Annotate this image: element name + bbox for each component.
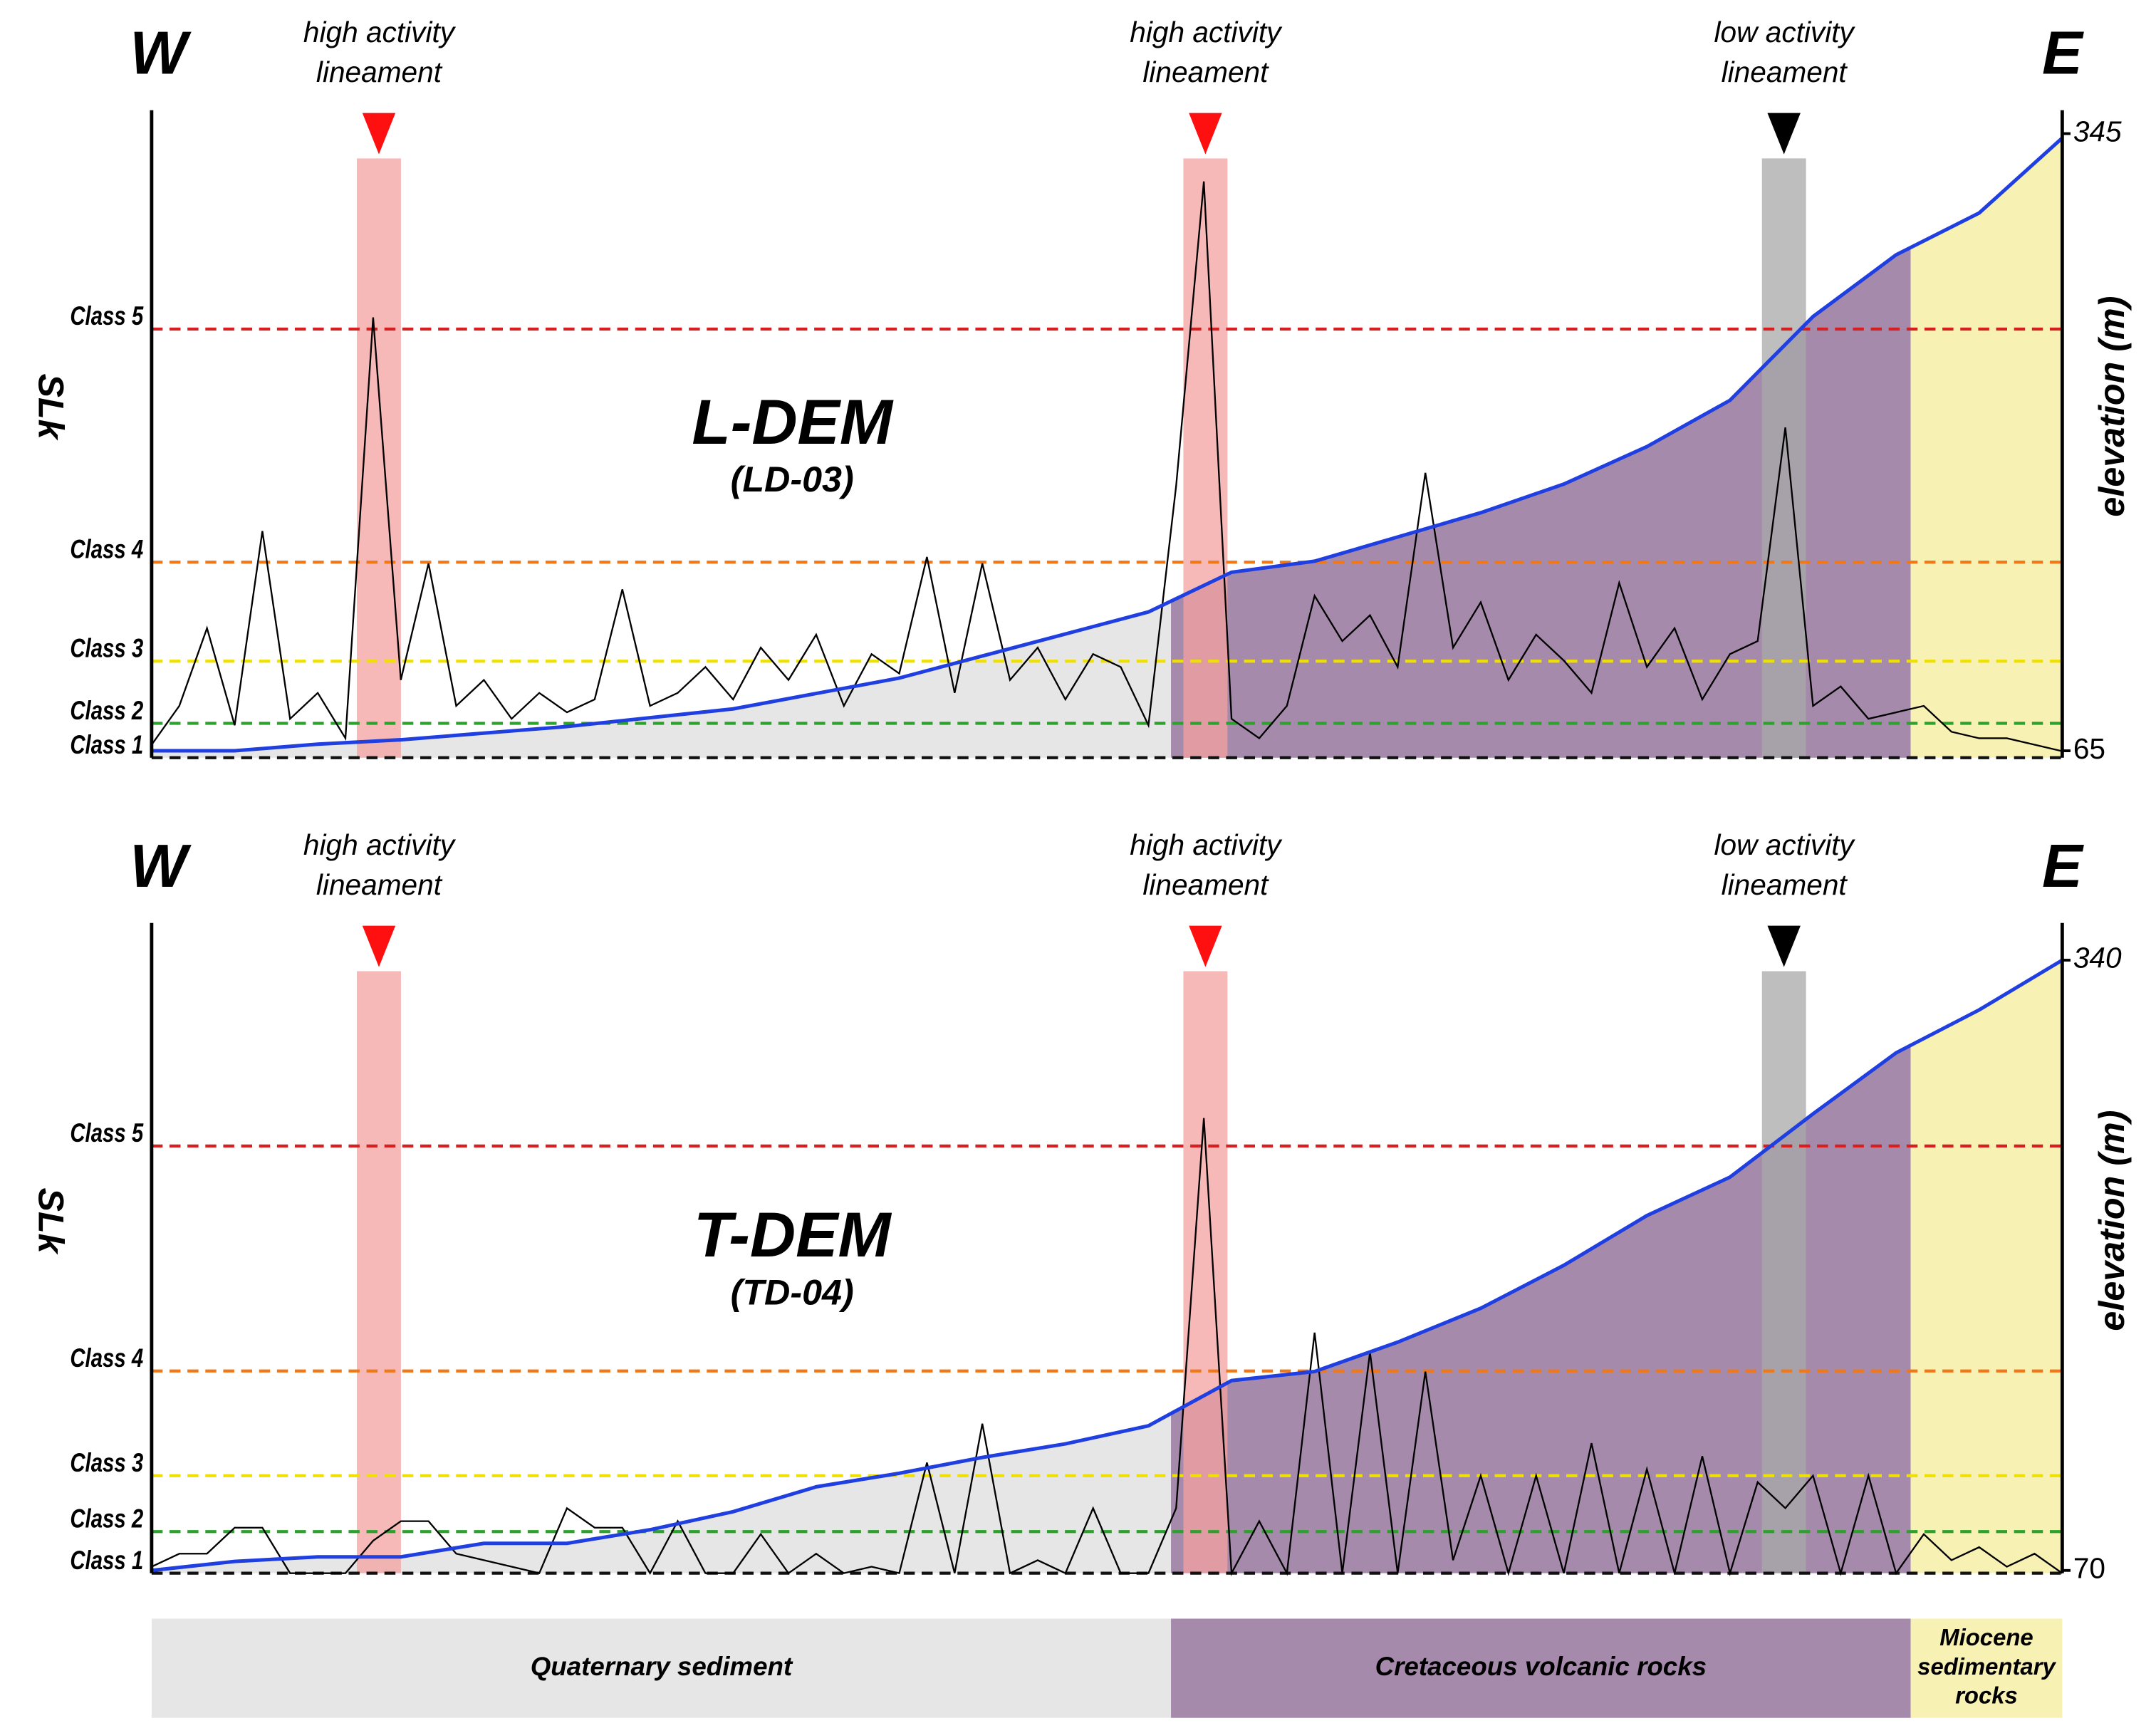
y-tick-label: Class 1: [70, 1546, 143, 1576]
geology-area: [1910, 137, 2063, 758]
y-tick-label: Class 3: [70, 634, 143, 663]
y-tick-label: Class 1: [70, 731, 143, 760]
elevation-line: [151, 958, 2063, 1573]
lineament-label: lineament: [316, 56, 443, 88]
y2-tick-label: 70: [2073, 1552, 2105, 1585]
y-tick-label: Class 2: [70, 697, 143, 726]
lineament-label: lineament: [1722, 56, 1848, 88]
geology-area: [1171, 247, 1911, 758]
panel-title: L-DEM: [692, 386, 894, 457]
geology-area: [151, 600, 1172, 758]
y-tick-label: Class 3: [70, 1449, 143, 1478]
lineament-label: high activity: [1130, 16, 1283, 48]
lineament-band: [357, 971, 401, 1573]
y2-tick-label: 340: [2073, 942, 2122, 974]
west-label: W: [130, 20, 192, 88]
y-tick-label: Class 2: [70, 1504, 143, 1534]
east-label: E: [2042, 833, 2084, 900]
west-label: W: [130, 833, 192, 900]
panel-subtitle: (TD-04): [731, 1271, 854, 1312]
geology-legend-label: Miocene: [1939, 1624, 2033, 1650]
lineament-marker: [1189, 925, 1222, 967]
panel-subtitle: (LD-03): [731, 459, 854, 499]
lineament-label: lineament: [316, 868, 443, 901]
slk-line: [151, 1118, 2063, 1577]
y-axis-label: SLk: [31, 373, 72, 441]
slk-line: [150, 181, 2063, 752]
lineament-marker: [1767, 113, 1801, 155]
lineament-label: lineament: [1722, 868, 1848, 901]
geology-area: [1910, 960, 2063, 1573]
panel-title: T-DEM: [694, 1199, 892, 1270]
geology-legend-box: [1910, 1618, 2063, 1718]
geology-legend-label: Quaternary sediment: [531, 1652, 793, 1681]
y2-axis-label: elevation (m): [2091, 1110, 2132, 1331]
y-tick-label: Class 5: [70, 1119, 143, 1148]
y-axis-label: SLk: [31, 1187, 72, 1255]
lineament-label: high activity: [1130, 828, 1283, 861]
geology-legend-box: [151, 1618, 1172, 1718]
lineament-label: low activity: [1714, 828, 1856, 861]
geology-legend-label: rocks: [1955, 1682, 2018, 1708]
geology-area: [1171, 1045, 1911, 1573]
lineament-label: high activity: [303, 828, 457, 861]
lineament-label: lineament: [1142, 868, 1269, 901]
lineament-marker: [362, 925, 396, 967]
lineament-marker: [1189, 113, 1222, 155]
geology-legend-box: [1171, 1618, 1911, 1718]
y-tick-label: Class 4: [70, 535, 143, 564]
elevation-line: [151, 136, 2064, 753]
y2-axis-label: elevation (m): [2091, 296, 2132, 517]
y2-tick-label: 345: [2073, 115, 2122, 147]
lineament-label: lineament: [1142, 56, 1269, 88]
lineament-band: [1183, 158, 1228, 758]
lineament-marker: [1767, 925, 1801, 967]
y-tick-label: Class 5: [70, 302, 143, 331]
lineament-band: [1761, 971, 1806, 1573]
lineament-label: high activity: [303, 16, 457, 48]
lineament-band: [1183, 971, 1228, 1573]
geology-area: [151, 1413, 1172, 1573]
y-tick-label: Class 4: [70, 1344, 143, 1373]
east-label: E: [2042, 20, 2084, 88]
geology-legend-label: sedimentary: [1917, 1653, 2056, 1680]
y2-tick-label: 65: [2073, 732, 2105, 765]
geology-legend-label: Cretaceous volcanic rocks: [1375, 1652, 1707, 1681]
lineament-band: [1761, 158, 1806, 758]
lineament-label: low activity: [1714, 16, 1856, 48]
lineament-marker: [362, 113, 396, 155]
